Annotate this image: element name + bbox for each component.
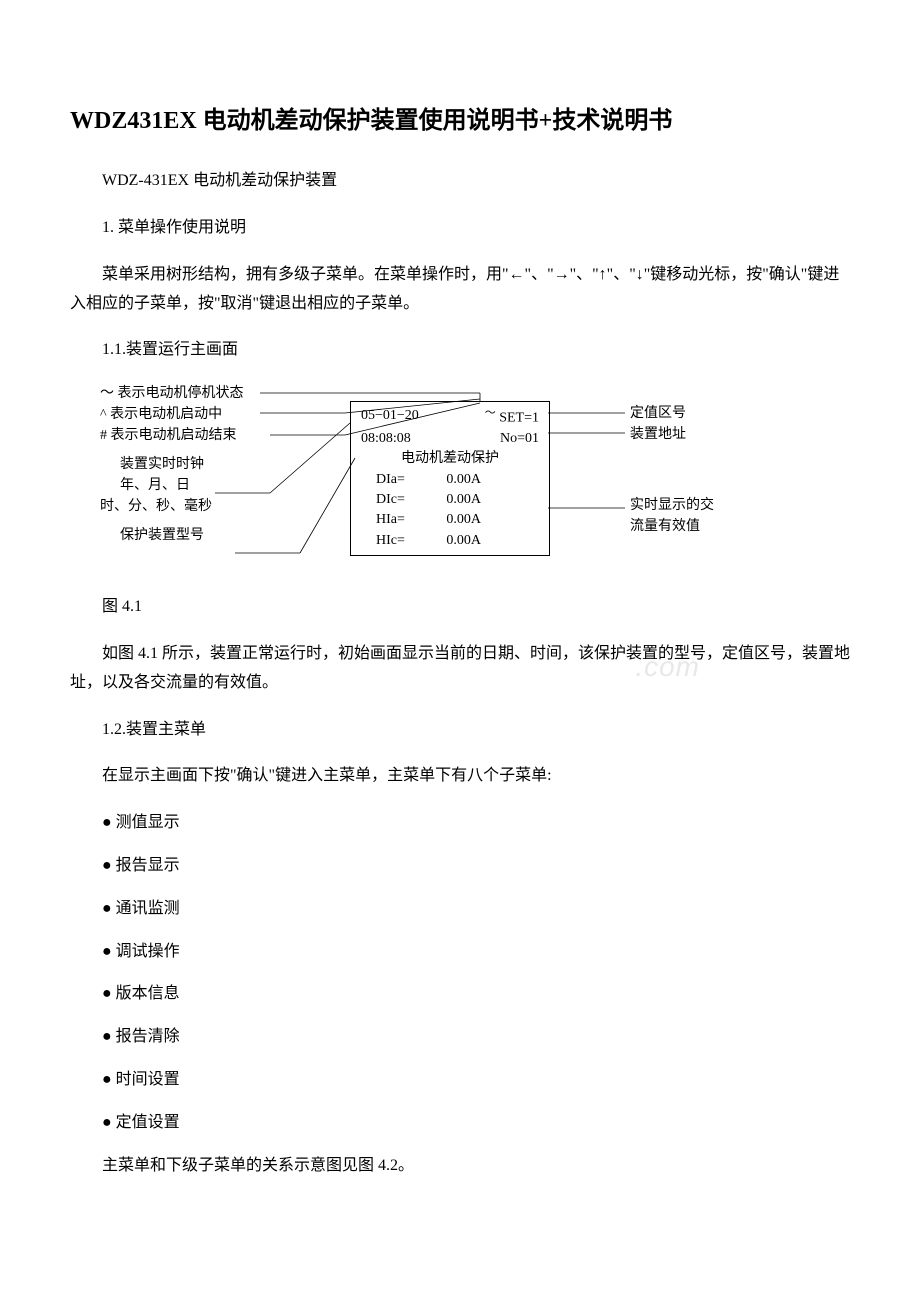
menu-item: ● 报告清除 <box>70 1023 850 1052</box>
section-1-1-heading: 1.1.装置运行主画面 <box>70 336 850 365</box>
menu-tree-reference-paragraph: 主菜单和下级子菜单的关系示意图见图 4.2。 <box>70 1152 850 1181</box>
lcd-row-time-no: 08:08:08 No=01 <box>361 429 539 449</box>
lcd-label: HIa= <box>361 510 416 530</box>
diagram-left-labels: ～ 表示电动机停机状态 ^ 表示电动机启动中 # 表示电动机启动结束 装置实时时… <box>100 383 244 546</box>
menu-item: ● 定值设置 <box>70 1109 850 1138</box>
label-started: # 表示电动机启动结束 <box>100 425 244 446</box>
section-1-2-heading: 1.2.装置主菜单 <box>70 716 850 745</box>
lcd-device-name: 电动机差动保护 <box>361 449 539 469</box>
lcd-diagram: ～ 表示电动机停机状态 ^ 表示电动机启动中 # 表示电动机启动结束 装置实时时… <box>70 383 850 583</box>
menu-item: ● 时间设置 <box>70 1066 850 1095</box>
lcd-label: HIc= <box>361 531 416 551</box>
lcd-row-date-set: 05−01−20 ～ SET=1 <box>361 406 539 429</box>
diagram-right-labels: 定值区号 装置地址 实时显示的交 流量有效值 <box>630 403 714 537</box>
menu-item: ● 通讯监测 <box>70 895 850 924</box>
label-hms: 时、分、秒、毫秒 <box>100 496 244 517</box>
lcd-value: 0.00A <box>416 490 496 510</box>
main-menu-intro-paragraph: 在显示主画面下按"确认"键进入主菜单，主菜单下有八个子菜单: <box>70 762 850 791</box>
label-stop-state: ～ 表示电动机停机状态 <box>100 383 244 404</box>
menu-item: ● 版本信息 <box>70 980 850 1009</box>
figure-label: 图 4.1 <box>70 593 850 622</box>
label-realtime-ac-2: 流量有效值 <box>630 516 714 537</box>
lcd-label: DIc= <box>361 490 416 510</box>
lcd-display-box: 05−01−20 ～ SET=1 08:08:08 No=01 电动机差动保护 … <box>350 401 550 556</box>
label-starting: ^ 表示电动机启动中 <box>100 404 244 425</box>
lcd-label: DIa= <box>361 470 416 490</box>
lcd-value: 0.00A <box>416 510 496 530</box>
label-device-model: 保护装置型号 <box>100 525 244 546</box>
lcd-value: 0.00A <box>416 531 496 551</box>
menu-item: ● 测值显示 <box>70 809 850 838</box>
lcd-data-row-0: DIa= 0.00A <box>361 470 539 490</box>
lcd-date: 05−01−20 <box>361 406 419 429</box>
menu-item: ● 报告显示 <box>70 852 850 881</box>
figure-description-paragraph: 如图 4.1 所示，装置正常运行时，初始画面显示当前的日期、时间，该保护装置的型… <box>70 640 850 698</box>
menu-item: ● 调试操作 <box>70 938 850 967</box>
label-set-number: 定值区号 <box>630 403 714 424</box>
device-subtitle: WDZ-431EX 电动机差动保护装置 <box>70 167 850 196</box>
lcd-time: 08:08:08 <box>361 429 411 449</box>
menu-item-list: ● 测值显示 ● 报告显示 ● 通讯监测 ● 调试操作 ● 版本信息 ● 报告清… <box>70 809 850 1137</box>
lcd-data-row-2: HIa= 0.00A <box>361 510 539 530</box>
document-title: WDZ431EX 电动机差动保护装置使用说明书+技术说明书 <box>70 100 850 143</box>
label-realtime-clock: 装置实时时钟 <box>100 454 244 475</box>
lcd-set-value: SET=1 <box>499 411 539 426</box>
section-1-heading: 1. 菜单操作使用说明 <box>70 214 850 243</box>
label-realtime-ac-1: 实时显示的交 <box>630 495 714 516</box>
label-ymd: 年、月、日 <box>100 475 244 496</box>
lcd-data-row-3: HIc= 0.00A <box>361 531 539 551</box>
menu-operation-paragraph: 菜单采用树形结构，拥有多级子菜单。在菜单操作时，用"←"、"→"、"↑"、"↓"… <box>70 261 850 319</box>
lcd-no-value: No=01 <box>500 429 539 449</box>
label-device-address: 装置地址 <box>630 424 714 445</box>
lcd-data-row-1: DIc= 0.00A <box>361 490 539 510</box>
lcd-status-mark: ～ <box>485 407 496 419</box>
lcd-value: 0.00A <box>416 470 496 490</box>
